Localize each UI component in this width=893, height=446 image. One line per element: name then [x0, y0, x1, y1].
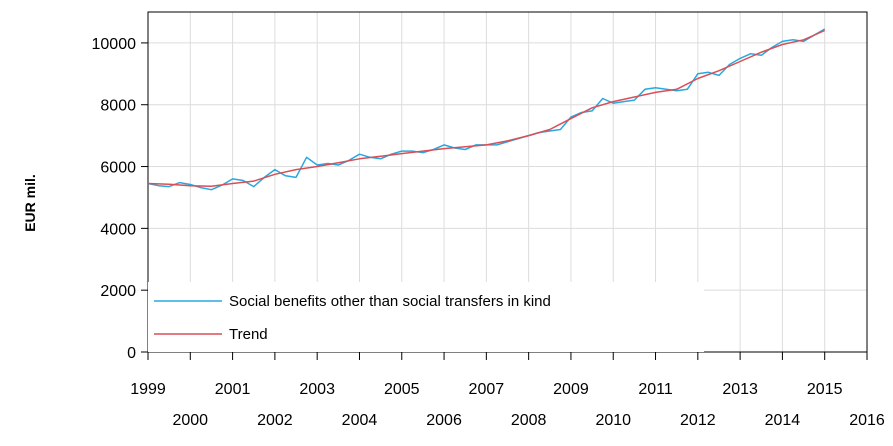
legend-label-trend: Trend: [229, 326, 268, 343]
x-tick-label: 2004: [342, 412, 378, 429]
x-tick-label: 2010: [595, 412, 631, 429]
y-axis-title: EUR mil.: [22, 174, 38, 232]
axes: 0 2000 4000 6000 8000 10000 1999 2000 2001 2002 20…: [92, 36, 885, 429]
y-tick-label: 2000: [100, 283, 136, 300]
x-tick-label: 2015: [807, 381, 843, 398]
x-tick-label: 2007: [469, 381, 505, 398]
series-line-1: [147, 29, 826, 188]
x-tick-label: 2008: [511, 412, 547, 429]
y-tick-label: 0: [127, 345, 136, 362]
y-tick-label: 8000: [100, 98, 136, 115]
legend-background: [148, 282, 704, 352]
legend: Social benefits other than social transf…: [148, 282, 704, 352]
x-tick-label: 2011: [638, 381, 673, 398]
x-tick-label: 1999: [130, 381, 166, 398]
x-tick-label: 2000: [172, 412, 208, 429]
y-tick-label: 4000: [100, 221, 136, 238]
x-tick-label: 2009: [553, 381, 589, 398]
x-tick-label: 2005: [384, 381, 420, 398]
legend-label-social-benefits: Social benefits other than social transf…: [229, 293, 551, 310]
x-tick-label: 2012: [680, 412, 716, 429]
x-tick-label: 2006: [426, 412, 462, 429]
y-tick-label: 6000: [100, 160, 136, 177]
x-tick-label: 2016: [849, 412, 885, 429]
x-tick-label: 2014: [765, 412, 801, 429]
x-tick-label: 2002: [257, 412, 293, 429]
x-tick-label: 2013: [722, 381, 758, 398]
x-tick-label: 2001: [215, 381, 251, 398]
x-tick-label: 2003: [299, 381, 335, 398]
series-layer: [147, 28, 826, 191]
y-tick-label: 10000: [92, 36, 137, 53]
